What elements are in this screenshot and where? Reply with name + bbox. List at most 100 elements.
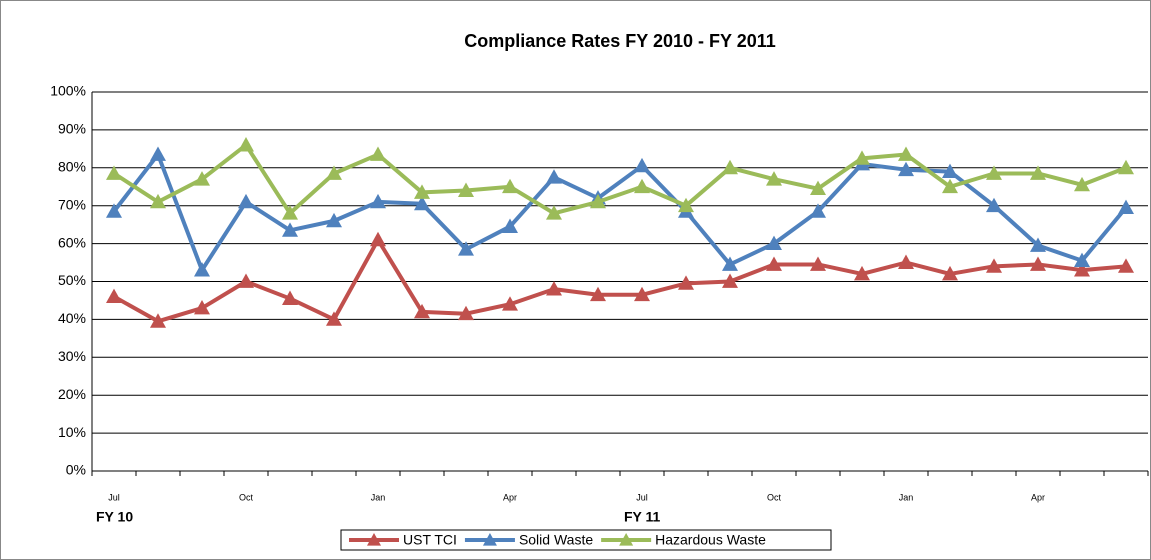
marker (1074, 262, 1090, 277)
marker (502, 296, 518, 311)
marker (238, 137, 254, 152)
marker (326, 165, 342, 180)
marker (370, 193, 386, 209)
marker (766, 235, 782, 250)
marker (986, 197, 1002, 213)
marker (1030, 256, 1046, 271)
marker (150, 146, 166, 161)
marker (546, 281, 562, 296)
marker (942, 178, 958, 194)
legend-marker (619, 533, 634, 546)
marker (634, 286, 650, 302)
marker (1074, 252, 1090, 268)
legend-label: Solid Waste (519, 532, 593, 548)
marker (898, 146, 914, 161)
y-tick-label: 70% (58, 196, 86, 212)
marker (546, 205, 562, 220)
marker (546, 169, 562, 184)
marker (854, 150, 870, 165)
marker (634, 178, 650, 194)
marker (370, 231, 386, 247)
marker (898, 161, 914, 177)
marker (722, 159, 738, 175)
group-label: FY 10 (96, 509, 133, 525)
marker (194, 300, 210, 315)
marker (766, 256, 782, 271)
legend-box (340, 529, 832, 551)
marker (326, 311, 342, 326)
legend-label: UST TCI (403, 532, 457, 548)
marker (502, 178, 518, 194)
marker (282, 290, 298, 305)
marker (150, 313, 166, 328)
marker (194, 262, 210, 277)
marker (458, 305, 474, 321)
y-tick-label: 20% (58, 386, 86, 402)
marker (370, 146, 386, 161)
x-tick-label: Jul (108, 492, 120, 502)
marker (942, 265, 958, 281)
marker (458, 241, 474, 256)
marker (1074, 176, 1090, 192)
x-tick-label: Jul (636, 492, 648, 502)
y-tick-label: 80% (58, 159, 86, 175)
y-tick-label: 90% (58, 121, 86, 137)
marker (326, 212, 342, 228)
x-tick-label: Apr (1031, 492, 1045, 502)
marker (106, 288, 122, 304)
y-tick-label: 30% (58, 348, 86, 364)
x-tick-label: Jan (899, 492, 914, 502)
x-tick-label: Jan (371, 492, 386, 502)
marker (414, 195, 430, 211)
marker (106, 203, 122, 218)
marker (414, 303, 430, 319)
marker (898, 254, 914, 269)
chart-title: Compliance Rates FY 2010 - FY 2011 (464, 31, 776, 51)
marker (942, 163, 958, 178)
legend-marker (482, 533, 497, 546)
x-tick-label: Oct (239, 492, 254, 502)
marker (238, 273, 254, 288)
marker (986, 165, 1002, 180)
y-tick-label: 60% (58, 234, 86, 250)
marker (634, 157, 650, 173)
x-tick-label: Oct (767, 492, 782, 502)
marker (590, 286, 606, 302)
y-tick-label: 100% (50, 83, 86, 99)
y-tick-label: 10% (58, 424, 86, 440)
y-tick-label: 50% (58, 272, 86, 288)
marker (150, 193, 166, 209)
group-label: FY 11 (624, 509, 661, 525)
marker (678, 275, 694, 290)
marker (458, 182, 474, 197)
marker (194, 171, 210, 186)
x-tick-label: Apr (503, 492, 517, 502)
marker (1030, 237, 1046, 252)
series-line (113, 237, 1127, 324)
marker (282, 222, 298, 237)
marker (810, 203, 826, 218)
legend-marker (367, 533, 381, 546)
marker (590, 193, 606, 209)
legend-label: Hazardous Waste (655, 532, 766, 548)
marker (1118, 199, 1134, 214)
marker (986, 258, 1002, 273)
marker (238, 193, 254, 209)
y-tick-label: 0% (66, 462, 86, 478)
marker (282, 205, 298, 220)
marker (810, 256, 826, 271)
marker (810, 180, 826, 196)
marker (722, 273, 738, 288)
marker (1030, 165, 1046, 180)
marker (502, 218, 518, 233)
marker (106, 165, 122, 180)
marker (414, 184, 430, 199)
marker (1118, 258, 1134, 273)
marker (722, 256, 738, 271)
marker (1118, 159, 1134, 175)
marker (854, 265, 870, 281)
series-line (112, 143, 1127, 216)
marker (678, 197, 694, 213)
